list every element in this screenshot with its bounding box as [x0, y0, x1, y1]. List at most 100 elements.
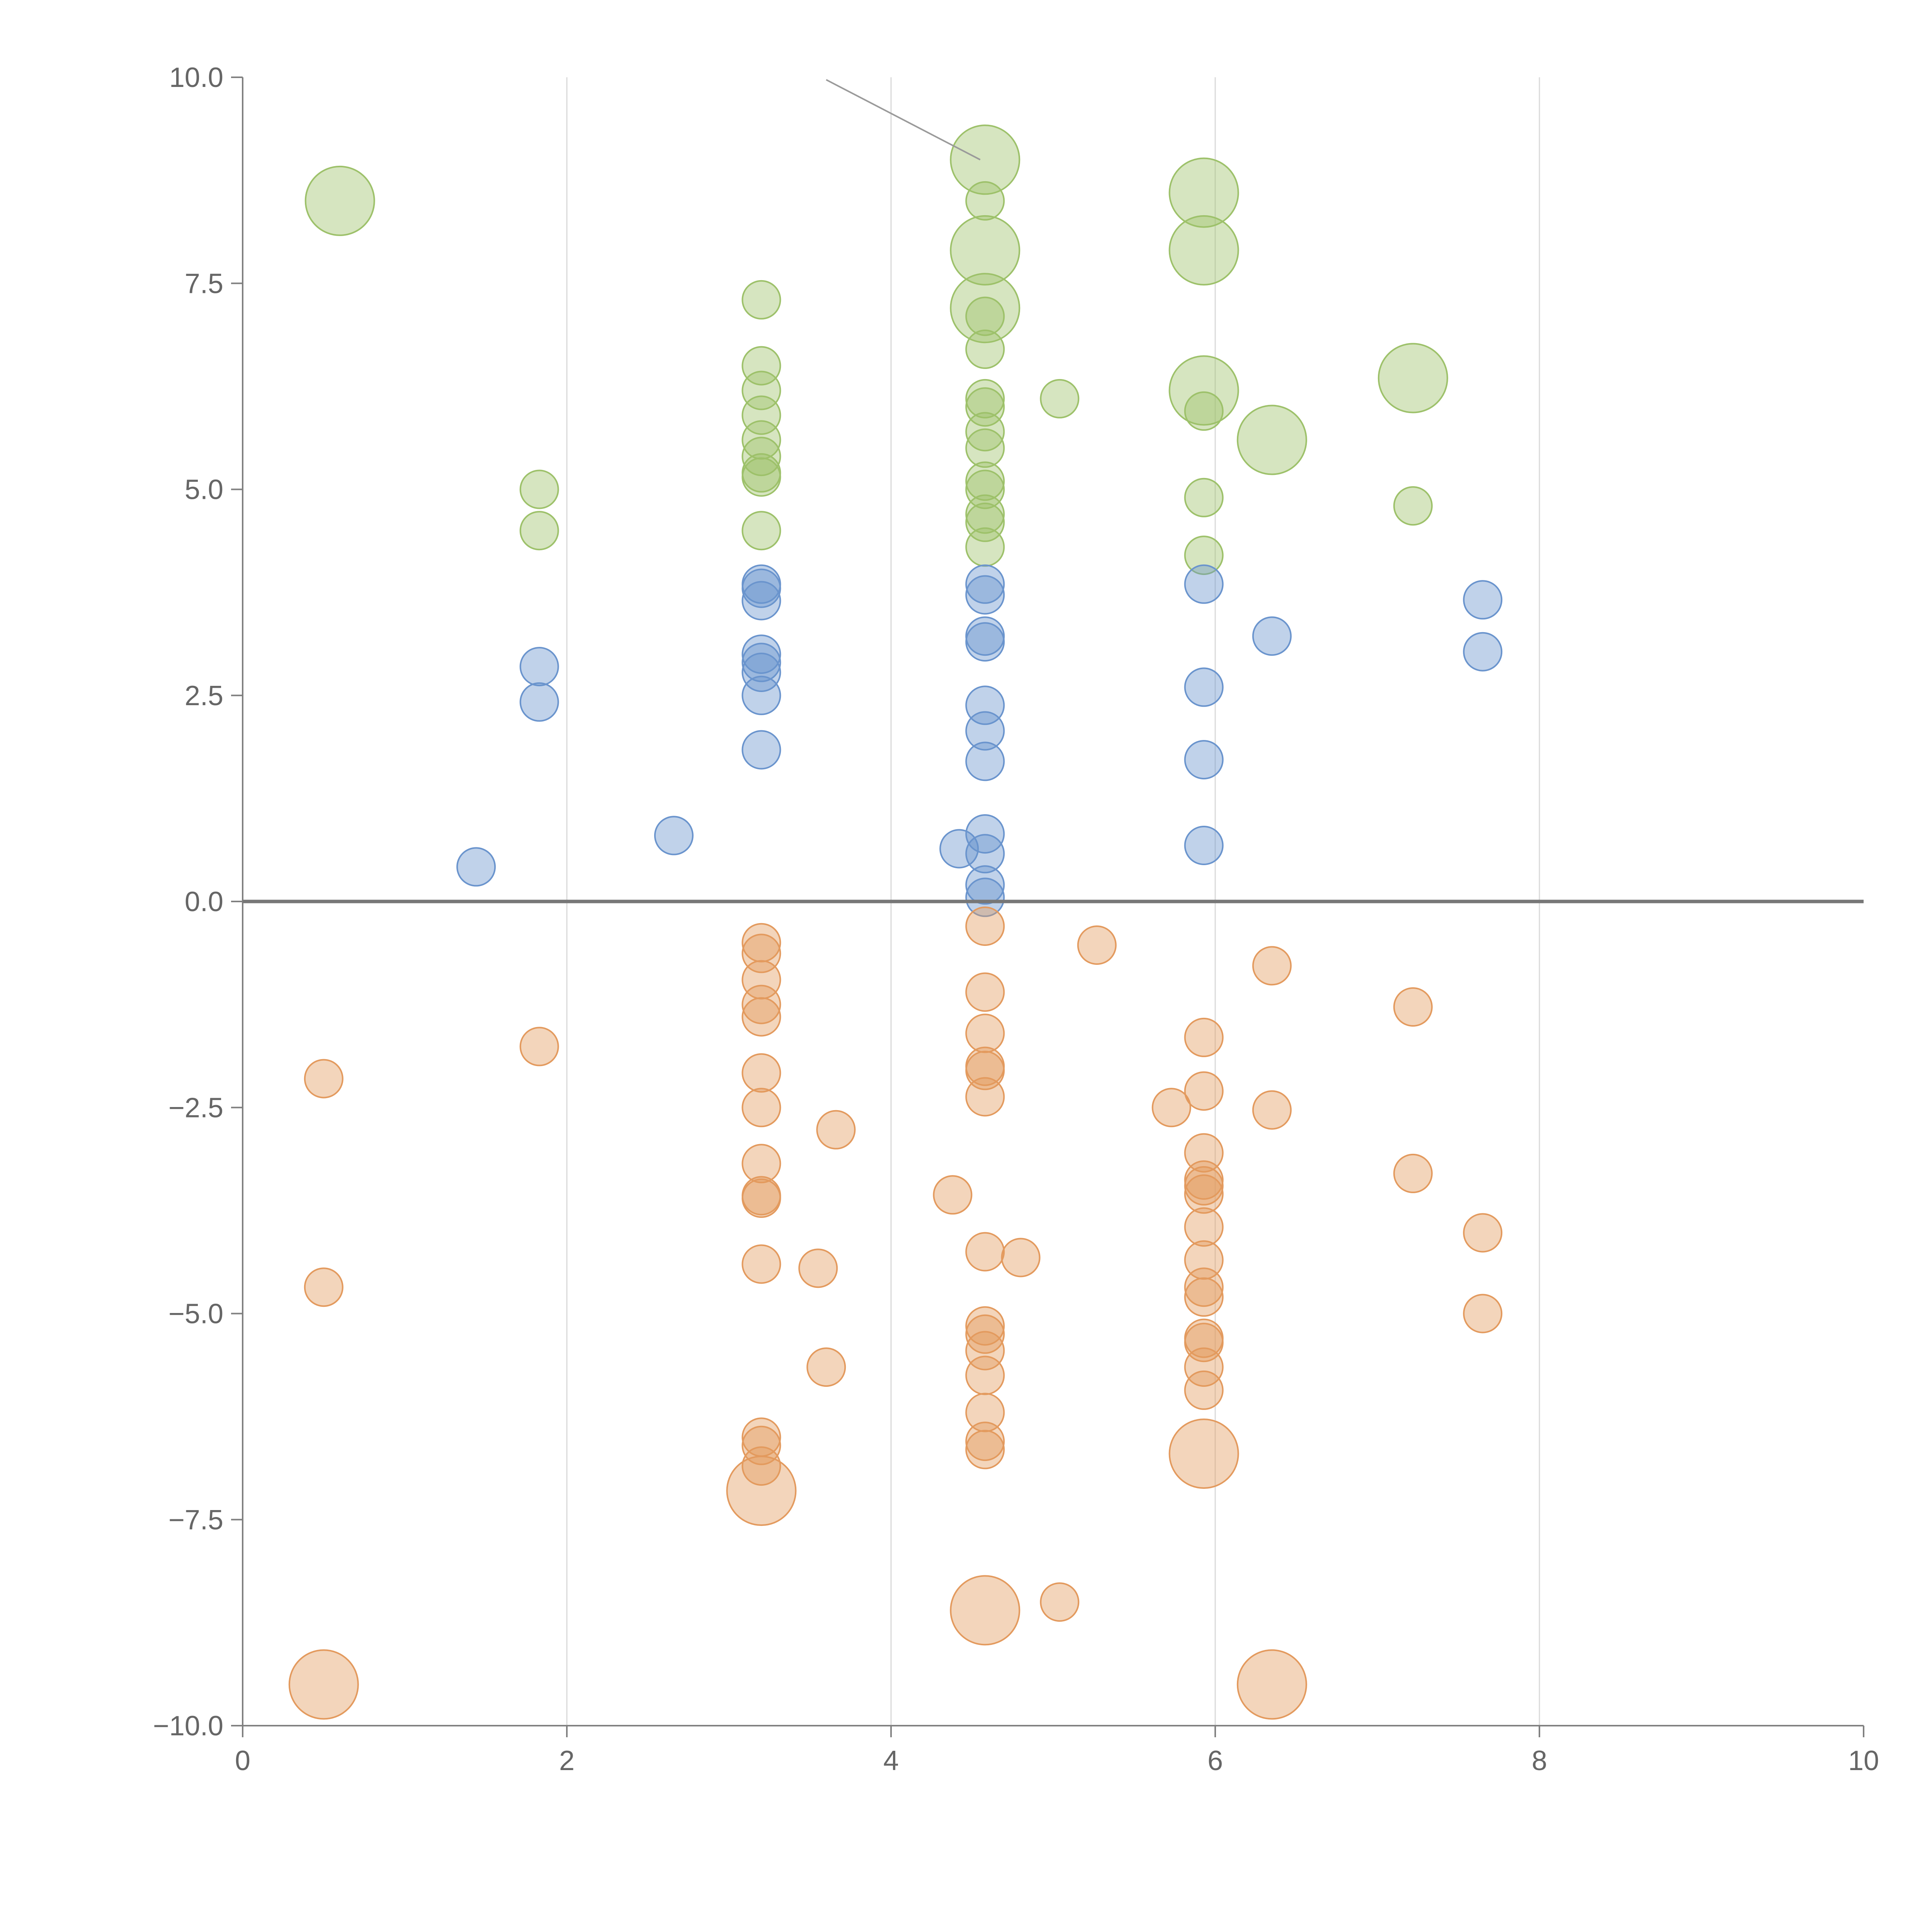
green-point: [1168, 157, 1239, 228]
orange-point: [742, 1178, 781, 1218]
orange-point: [1077, 925, 1117, 965]
green-point: [965, 379, 1005, 418]
blue-point: [939, 829, 979, 869]
orange-point: [1040, 1582, 1080, 1622]
data-points: [288, 124, 1503, 1720]
green-point: [742, 511, 781, 551]
x-tick-label: 4: [883, 1745, 899, 1776]
x-tick-label: 0: [235, 1745, 250, 1776]
orange-point: [965, 1077, 1005, 1117]
orange-point: [950, 1575, 1020, 1646]
blue-point: [456, 847, 496, 887]
orange-point: [1184, 1267, 1224, 1307]
blue-point: [742, 675, 781, 715]
orange-point: [1184, 1370, 1224, 1410]
blue-point: [742, 653, 781, 692]
orange-point: [965, 1355, 1005, 1395]
orange-point: [742, 1053, 781, 1093]
y-tick-label: −7.5: [168, 1505, 223, 1536]
green-point: [965, 494, 1005, 534]
orange-point: [726, 1456, 797, 1526]
blue-point: [1184, 826, 1224, 865]
green-point: [519, 511, 559, 551]
orange-point: [1184, 1240, 1224, 1280]
y-tick-label: 2.5: [185, 680, 223, 711]
orange-point: [1393, 987, 1433, 1027]
green-point: [519, 469, 559, 509]
y-tick-label: −10.0: [153, 1711, 223, 1742]
green-point: [1040, 379, 1080, 418]
y-tick-label: 5.0: [185, 474, 223, 505]
green-point: [1184, 536, 1224, 575]
orange-point: [1184, 1133, 1224, 1173]
green-point: [965, 412, 1005, 452]
y-tick-label: 0.0: [185, 886, 223, 917]
blue-point: [965, 865, 1005, 905]
orange-point: [1184, 1174, 1224, 1214]
orange-point: [1252, 946, 1292, 986]
orange-point: [1184, 1071, 1224, 1111]
orange-point: [1184, 1323, 1224, 1362]
orange-point: [1463, 1213, 1503, 1253]
orange-point: [965, 1430, 1005, 1469]
orange-point: [304, 1059, 344, 1099]
blue-point: [1252, 616, 1292, 656]
blue-point: [654, 816, 694, 855]
orange-point: [742, 997, 781, 1037]
orange-point: [519, 1027, 559, 1066]
orange-point: [742, 1425, 781, 1465]
blue-point: [965, 711, 1005, 751]
blue-point: [742, 643, 781, 682]
blue-point: [1463, 580, 1503, 620]
tick-labels: 10.0 7.5 5.0 2.5 0.0 −2.5 −5.0 −7.5 −10.0 0 2 4 6 8 10: [153, 62, 1879, 1776]
orange-point: [1236, 1649, 1307, 1720]
orange-point: [742, 1088, 781, 1128]
x-tick-label: 2: [559, 1745, 575, 1776]
green-point: [742, 371, 781, 410]
blue-point: [965, 878, 1005, 917]
blue-point: [1184, 564, 1224, 604]
orange-point: [965, 1393, 1005, 1432]
orange-point: [288, 1649, 359, 1720]
green-point: [965, 181, 1005, 221]
orange-point: [965, 906, 1005, 946]
orange-point: [1393, 1153, 1433, 1193]
orange-point: [1184, 1017, 1224, 1057]
orange-point: [742, 1144, 781, 1184]
orange-point: [1184, 1277, 1224, 1317]
orange-point: [965, 1314, 1005, 1354]
blue-point: [965, 575, 1005, 615]
orange-point: [933, 1175, 973, 1215]
orange-point: [1184, 1207, 1224, 1247]
blue-point: [965, 616, 1005, 656]
blue-point: [965, 564, 1005, 604]
blue-point: [742, 568, 781, 608]
x-tick-label: 10: [1848, 1745, 1879, 1776]
orange-point: [1252, 1090, 1292, 1130]
blue-point: [965, 834, 1005, 874]
green-point: [742, 437, 781, 476]
green-point: [1236, 405, 1307, 475]
green-point: [965, 502, 1005, 542]
orange-point: [304, 1267, 344, 1307]
x-tick-label: 8: [1532, 1745, 1547, 1776]
blue-point: [965, 814, 1005, 854]
orange-point: [965, 1306, 1005, 1346]
orange-point: [965, 1331, 1005, 1371]
orange-point: [798, 1248, 838, 1288]
blue-point: [519, 682, 559, 722]
green-point: [965, 428, 1005, 468]
orange-point: [965, 972, 1005, 1012]
orange-point: [742, 985, 781, 1024]
leader-lines: [826, 79, 981, 161]
orange-point: [965, 1422, 1005, 1461]
orange-point: [816, 1110, 856, 1150]
green-point: [742, 346, 781, 386]
blue-point: [742, 634, 781, 674]
green-point: [965, 329, 1005, 369]
green-point: [965, 387, 1005, 427]
green-point: [1184, 391, 1224, 431]
green-point: [742, 457, 781, 497]
y-tick-label: −5.0: [168, 1299, 223, 1330]
